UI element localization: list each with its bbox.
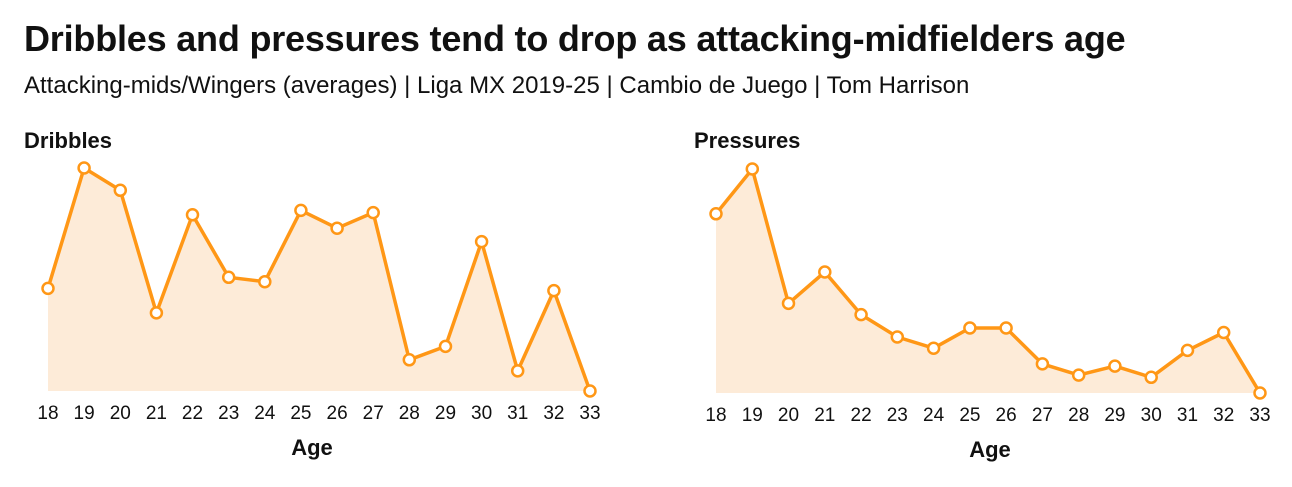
dribbles-point-24 <box>258 274 272 289</box>
dribbles-point-22 <box>185 208 200 222</box>
pressures-point-28 <box>1071 368 1086 382</box>
dribbles-x-tick-29: 29 <box>435 403 456 424</box>
dribbles-point-19 <box>77 161 91 175</box>
dribbles-point-30 <box>474 234 489 249</box>
dribbles-area <box>48 168 590 391</box>
dribbles-point-25 <box>294 203 308 218</box>
pressures-area <box>716 169 1260 393</box>
dribbles-x-tick-21: 21 <box>146 403 167 424</box>
pressures-point-26 <box>999 321 1013 335</box>
pressures-point-33 <box>1253 386 1267 400</box>
pressures-x-axis-label: Age <box>969 437 1011 462</box>
pressures-point-32 <box>1216 325 1231 340</box>
panel-title-pressures: Pressures <box>694 128 801 153</box>
pressures-point-22 <box>854 307 868 322</box>
dribbles-chart: 18 19 20 21 22 23 24 25 26 27 28 29 30 31 32 33 Age <box>37 161 601 460</box>
dribbles-x-tick-28: 28 <box>399 403 420 424</box>
dribbles-point-23 <box>221 270 236 285</box>
dribbles-x-tick-18: 18 <box>37 403 58 424</box>
pressures-point-21 <box>818 265 832 279</box>
pressures-x-tick-28: 28 <box>1068 405 1089 426</box>
pressures-x-tick-21: 21 <box>814 405 835 426</box>
chart-title: Dribbles and pressures tend to drop as a… <box>24 18 1126 59</box>
dribbles-point-28 <box>402 353 417 367</box>
pressures-x-tick-32: 32 <box>1213 405 1234 426</box>
dribbles-x-tick-23: 23 <box>218 403 239 424</box>
dribbles-x-tick-31: 31 <box>507 403 528 424</box>
pressures-point-20 <box>781 296 796 311</box>
dribbles-x-axis-label: Age <box>291 435 333 460</box>
pressures-point-25 <box>963 321 977 335</box>
dribbles-point-33 <box>583 384 597 398</box>
pressures-point-30 <box>1144 370 1158 385</box>
dribbles-point-29 <box>438 339 453 354</box>
dribbles-x-tick-27: 27 <box>363 403 384 424</box>
dribbles-x-tick-22: 22 <box>182 403 203 424</box>
dribbles-x-tick-20: 20 <box>110 403 131 424</box>
chart-subtitle: Attacking-mids/Wingers (averages) | Liga… <box>24 72 970 99</box>
pressures-x-tick-24: 24 <box>923 405 945 426</box>
dribbles-point-18 <box>41 281 55 296</box>
pressures-x-tick-25: 25 <box>959 405 980 426</box>
dribbles-x-tick-26: 26 <box>327 403 348 424</box>
dribbles-x-tick-24: 24 <box>254 403 276 424</box>
dribbles-x-tick-32: 32 <box>543 403 564 424</box>
panel-title-dribbles: Dribbles <box>24 128 113 153</box>
pressures-x-tick-20: 20 <box>778 405 799 426</box>
pressures-point-23 <box>890 330 905 344</box>
pressures-chart: 18 19 20 21 22 23 24 25 26 27 28 29 30 31 32 33 Age <box>705 162 1271 462</box>
pressures-x-tick-22: 22 <box>851 405 872 426</box>
pressures-point-27 <box>1035 357 1050 371</box>
pressures-x-tick-29: 29 <box>1104 405 1125 426</box>
pressures-x-tick-19: 19 <box>742 405 763 426</box>
dribbles-point-26 <box>330 221 344 235</box>
dribbles-x-tick-33: 33 <box>579 403 600 424</box>
pressures-point-24 <box>926 341 941 355</box>
dribbles-x-tick-30: 30 <box>471 403 492 424</box>
dribbles-series-line <box>46 166 592 392</box>
pressures-x-tick-23: 23 <box>887 405 908 426</box>
pressures-point-18 <box>709 207 723 221</box>
dribbles-point-27 <box>366 205 380 220</box>
dribbles-point-31 <box>510 364 525 378</box>
pressures-point-19 <box>745 162 760 176</box>
dribbles-point-20 <box>113 183 128 198</box>
pressures-x-tick-27: 27 <box>1032 405 1053 426</box>
dribbles-x-tick-25: 25 <box>290 403 311 424</box>
pressures-x-tick-26: 26 <box>996 405 1017 426</box>
pressures-point-29 <box>1108 359 1122 373</box>
pressures-x-tick-30: 30 <box>1141 405 1162 426</box>
dribbles-point-21 <box>149 306 164 320</box>
dribbles-x-tick-19: 19 <box>74 403 95 424</box>
pressures-point-31 <box>1180 343 1195 358</box>
pressures-series-line <box>714 167 1262 394</box>
pressures-x-tick-31: 31 <box>1177 405 1198 426</box>
dribbles-point-32 <box>547 283 561 298</box>
pressures-x-tick-18: 18 <box>705 405 726 426</box>
pressures-x-tick-33: 33 <box>1249 405 1270 426</box>
